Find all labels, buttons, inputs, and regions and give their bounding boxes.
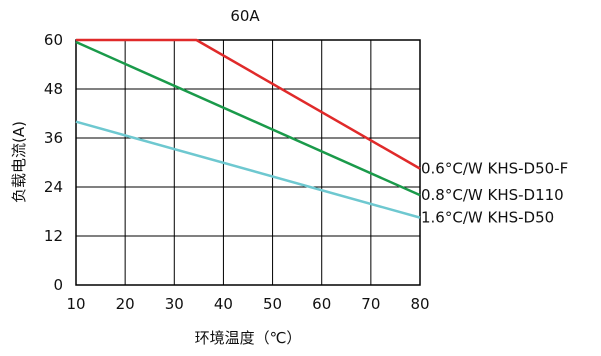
x-axis-label: 环境温度（℃） xyxy=(195,329,302,347)
x-tick-label: 10 xyxy=(66,295,85,313)
y-tick-label: 60 xyxy=(44,31,63,49)
y-tick-label: 24 xyxy=(44,178,63,196)
y-tick-label: 48 xyxy=(44,80,63,98)
y-tick-labels: 0 12 24 36 48 60 xyxy=(44,31,63,294)
series-line-2 xyxy=(75,120,421,219)
x-tick-label: 60 xyxy=(312,295,331,313)
x-tick-label: 50 xyxy=(263,295,282,313)
series-label-1: 0.8°C/W KHS-D110 xyxy=(421,186,564,204)
x-tick-label: 80 xyxy=(410,295,429,313)
x-tick-label: 40 xyxy=(214,295,233,313)
plot-frame xyxy=(75,39,421,286)
x-tick-label: 30 xyxy=(165,295,184,313)
x-tick-label: 20 xyxy=(116,295,135,313)
series-line-0 xyxy=(76,38,421,170)
y-axis-label: 负载电流(A) xyxy=(10,121,28,203)
x-tick-labels: 10 20 30 40 50 60 70 80 xyxy=(66,295,429,313)
grid xyxy=(76,40,420,285)
series-label-2: 1.6°C/W KHS-D50 xyxy=(421,209,554,227)
x-tick-label: 70 xyxy=(361,295,380,313)
series-label-0: 0.6°C/W KHS-D50-F xyxy=(421,160,568,178)
chart-title: 60A xyxy=(230,7,260,25)
y-tick-label: 36 xyxy=(44,129,63,147)
y-tick-label: 0 xyxy=(53,276,63,294)
series-line-1 xyxy=(75,40,421,197)
y-tick-label: 12 xyxy=(44,227,63,245)
series-lines xyxy=(75,38,421,219)
series-labels: 0.6°C/W KHS-D50-F 0.8°C/W KHS-D110 1.6°C/W… xyxy=(421,160,568,227)
